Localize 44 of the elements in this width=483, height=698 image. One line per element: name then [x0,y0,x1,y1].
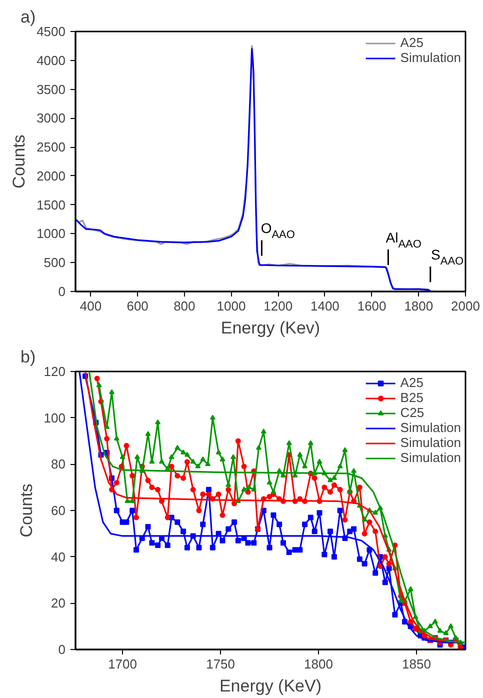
y-tick-label: 4500 [36,24,66,39]
x-tick-label: 400 [80,298,102,314]
y-tick-label: 2500 [36,140,66,155]
y-axis-title: Counts [16,484,36,538]
legend-label: A25 [400,375,424,390]
chart-title: b) [20,348,36,366]
y-tick-label: 500 [44,255,66,270]
y-tick-label: 100 [44,410,66,426]
y-tick-label: 60 [51,503,66,518]
legend-label: C25 [400,405,424,420]
x-tick-label: 1600 [357,298,386,314]
y-axis-title: Counts [10,134,29,188]
legend-label: Simulation [400,50,461,65]
x-tick-label: 1800 [404,298,434,314]
x-tick-label: 2000 [451,298,480,314]
y-tick-label: 20 [51,596,66,611]
x-tick-label: 1850 [402,656,431,672]
y-tick-label: 120 [44,364,66,379]
x-tick-label: 1000 [216,298,246,314]
x-tick-label: 1800 [304,656,333,672]
x-tick-label: 800 [174,298,196,314]
legend-label: A25 [400,35,424,50]
y-tick-label: 0 [58,642,66,657]
y-tick-label: 0 [58,284,66,299]
y-tick-label: 1500 [36,197,66,212]
chart-title: a) [20,8,36,26]
legend-label: Simulation [400,450,461,465]
y-tick-label: 1000 [36,226,66,242]
y-tick-label: 40 [51,549,66,564]
y-tick-label: 2000 [36,168,66,184]
x-tick-label: 1700 [108,656,137,672]
x-tick-label: 1400 [310,298,340,314]
y-tick-label: 3000 [36,110,66,126]
x-axis-title: Energy (Kev) [220,318,320,338]
legend-label: Simulation [400,435,461,450]
y-tick-label: 3500 [36,82,66,97]
legend-label: B25 [400,390,424,405]
y-tick-label: 4000 [36,52,66,68]
legend-label: Simulation [400,420,461,435]
x-tick-label: 1200 [264,298,293,314]
x-tick-label: 1750 [206,656,235,672]
x-axis-title: Energy (KeV) [219,676,322,696]
x-tick-label: 600 [126,298,148,314]
y-tick-label: 80 [51,456,66,472]
